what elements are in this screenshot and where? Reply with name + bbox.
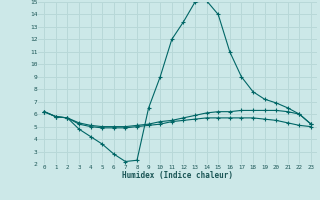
X-axis label: Humidex (Indice chaleur): Humidex (Indice chaleur): [122, 171, 233, 180]
